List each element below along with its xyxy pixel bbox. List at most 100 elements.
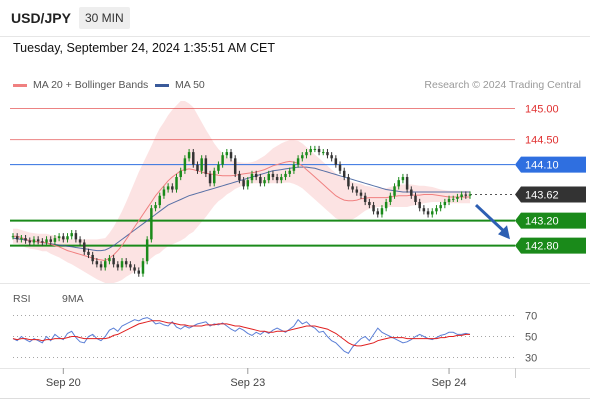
ma50-swatch-icon [155, 83, 169, 87]
candle-body [451, 198, 455, 200]
candle-body [464, 194, 468, 196]
candle-body [229, 152, 233, 159]
candle-body [410, 189, 413, 196]
candle-body [74, 233, 78, 240]
candle-body [384, 201, 388, 209]
candle-body [397, 180, 400, 187]
forecast-arrow-head-icon [498, 225, 510, 240]
symbol-label: USD/JPY [11, 10, 71, 26]
candle-body [32, 239, 36, 243]
rsi-tick-label-1: 50 [525, 332, 537, 344]
candle-body [36, 239, 40, 242]
candle-body [217, 164, 220, 171]
candle-body [414, 195, 417, 202]
candle-body [103, 261, 107, 268]
candle-body [221, 155, 224, 165]
candle-body [426, 211, 430, 215]
candle-body [422, 208, 426, 212]
level-label-1: 144.50 [525, 135, 559, 147]
candle-body [78, 239, 82, 243]
legend-ma20: MA 20 + Bollinger Bands [13, 79, 148, 91]
candle-body [133, 267, 136, 271]
candle-body [171, 186, 174, 190]
candle-body [166, 186, 170, 190]
x-tick-label-2: Sep 24 [432, 377, 467, 389]
candle-body [11, 236, 15, 238]
candle-body [468, 194, 472, 196]
level-label-2: 144.10 [525, 160, 559, 172]
datetime-label: Tuesday, September 24, 2024 1:35:51 AM C… [13, 41, 275, 55]
candle-body [124, 261, 128, 265]
candle-body [28, 240, 32, 243]
timeframe-button[interactable]: 30 MIN [79, 7, 130, 29]
candle-body [24, 238, 27, 241]
chart-header: USD/JPY 30 MIN [0, 0, 590, 37]
level-label-5: 142.80 [525, 241, 559, 253]
candle-body [66, 236, 69, 240]
candle-body [108, 258, 111, 262]
legend-rsi-label: RSI [13, 293, 31, 305]
candle-body [154, 205, 157, 209]
candle-body [49, 239, 52, 242]
candle-body [204, 158, 208, 174]
candle-body [213, 170, 216, 184]
candle-body [187, 152, 191, 159]
legend-rsi: RSI [13, 293, 31, 305]
candle-body [263, 180, 266, 184]
candle-body [41, 241, 44, 243]
candle-body [418, 201, 421, 209]
candle-body [225, 152, 229, 156]
candle-body [254, 173, 258, 178]
candle-body [330, 155, 333, 159]
candle-body [435, 208, 438, 212]
candle-body [309, 148, 312, 153]
candle-body [45, 239, 48, 243]
candle-body [137, 270, 141, 274]
candle-body [242, 180, 245, 187]
candle-body [296, 158, 300, 165]
candle-body [322, 152, 325, 154]
candle-body [15, 236, 19, 240]
candle-body [405, 177, 409, 190]
candle-body [175, 177, 178, 190]
candle-body [238, 173, 241, 181]
bottom-border [0, 398, 590, 399]
candle-body [95, 261, 99, 265]
candle-body [259, 177, 262, 184]
candle-body [233, 158, 237, 174]
candle-body [145, 239, 149, 262]
candle-body [338, 164, 342, 171]
level-tag-2 [515, 156, 586, 173]
candle-body [192, 152, 195, 165]
candle-body [83, 242, 86, 252]
candle-body [246, 180, 250, 187]
candle-body [305, 152, 308, 156]
candle-body [53, 238, 57, 242]
candle-body [447, 198, 451, 202]
candle-body [280, 177, 283, 181]
candle-body [267, 173, 270, 181]
candle-body [62, 236, 65, 240]
candle-body [129, 264, 132, 268]
legend-ma20-label: MA 20 + Bollinger Bands [33, 79, 149, 91]
candle-body [57, 236, 61, 239]
candle-body [179, 170, 182, 178]
candle-body [271, 173, 275, 178]
candle-body [99, 264, 103, 268]
candle-body [150, 208, 153, 240]
candle-body [20, 238, 23, 240]
candle-body [292, 164, 296, 171]
legend-ma50: MA 50 [155, 79, 205, 91]
candle-body [376, 211, 380, 215]
ma20-line [13, 160, 470, 262]
candle-body [91, 254, 94, 262]
candle-body [334, 158, 338, 165]
level-label-4: 143.20 [525, 216, 559, 228]
candle-body [401, 177, 405, 181]
candle-body [200, 158, 203, 171]
candle-body [120, 261, 124, 268]
rsi-tick-label-2: 30 [525, 353, 537, 365]
rsi-ma9-line [12, 320, 470, 347]
rsi-line [12, 317, 471, 354]
